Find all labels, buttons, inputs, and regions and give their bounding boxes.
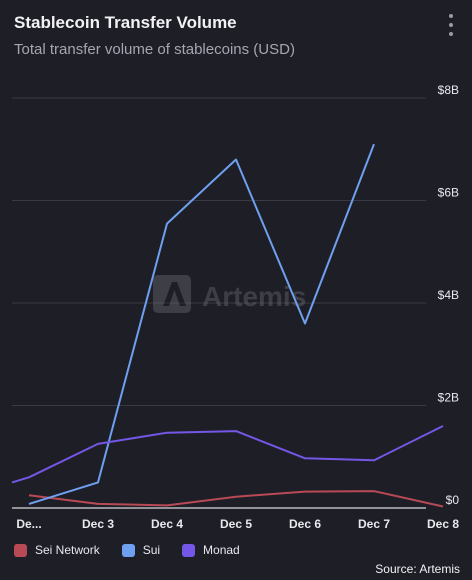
legend-swatch	[121, 543, 135, 557]
y-tick-label: $2B	[438, 391, 459, 405]
x-tick-label: Dec 5	[220, 517, 252, 531]
more-options-icon[interactable]	[444, 14, 458, 36]
watermark: Artemis	[153, 275, 306, 313]
series-line-sui[interactable]	[28, 143, 375, 505]
menu-dot	[449, 14, 453, 18]
artemis-logo-mark	[163, 282, 186, 306]
menu-dot	[449, 32, 453, 36]
grid-lines	[12, 97, 426, 509]
source-label: Source: Artemis	[375, 562, 460, 576]
series-line-monad[interactable]	[11, 425, 444, 484]
x-tick-label: De...	[16, 517, 41, 531]
y-tick-label: $6B	[438, 186, 459, 200]
artemis-logo-icon	[153, 275, 191, 313]
chart-header: Stablecoin Transfer Volume Total transfe…	[14, 12, 432, 60]
legend-item-sui[interactable]: Sui	[121, 543, 161, 557]
y-tick-label: $8B	[438, 83, 459, 97]
series-line-sei-network[interactable]	[28, 490, 444, 508]
y-tick-label: $0	[446, 493, 460, 507]
watermark-text: Artemis	[202, 281, 306, 312]
axis-labels: $0 $2B $4B $6B $8B De... Dec 3 Dec 4 Dec 5 Dec 6 D…	[16, 83, 459, 531]
legend-item-monad[interactable]: Monad	[182, 543, 240, 557]
legend-swatch	[182, 543, 196, 557]
x-tick-label: Dec 3	[82, 517, 114, 531]
chart-title: Stablecoin Transfer Volume	[14, 13, 237, 32]
legend-label: Monad	[203, 543, 240, 557]
legend: Sei Network Sui Monad	[14, 543, 240, 557]
chart-subtitle: Total transfer volume of stablecoins (US…	[14, 41, 295, 58]
legend-label: Sui	[142, 543, 161, 557]
x-tick-label: Dec 4	[151, 517, 183, 531]
x-tick-label: Dec 8	[427, 517, 459, 531]
series-lines	[11, 143, 444, 508]
x-tick-label: Dec 6	[289, 517, 321, 531]
legend-label: Sei Network	[35, 543, 100, 557]
x-tick-label: Dec 7	[358, 517, 390, 531]
legend-item-sei-network[interactable]: Sei Network	[14, 543, 100, 557]
legend-swatch	[14, 543, 27, 557]
menu-dot	[449, 23, 453, 27]
y-tick-label: $4B	[438, 288, 459, 302]
line-chart: Artemis $0 $2B $4B $6B $8B De... Dec 3 Dec 4 Dec…	[11, 83, 459, 531]
